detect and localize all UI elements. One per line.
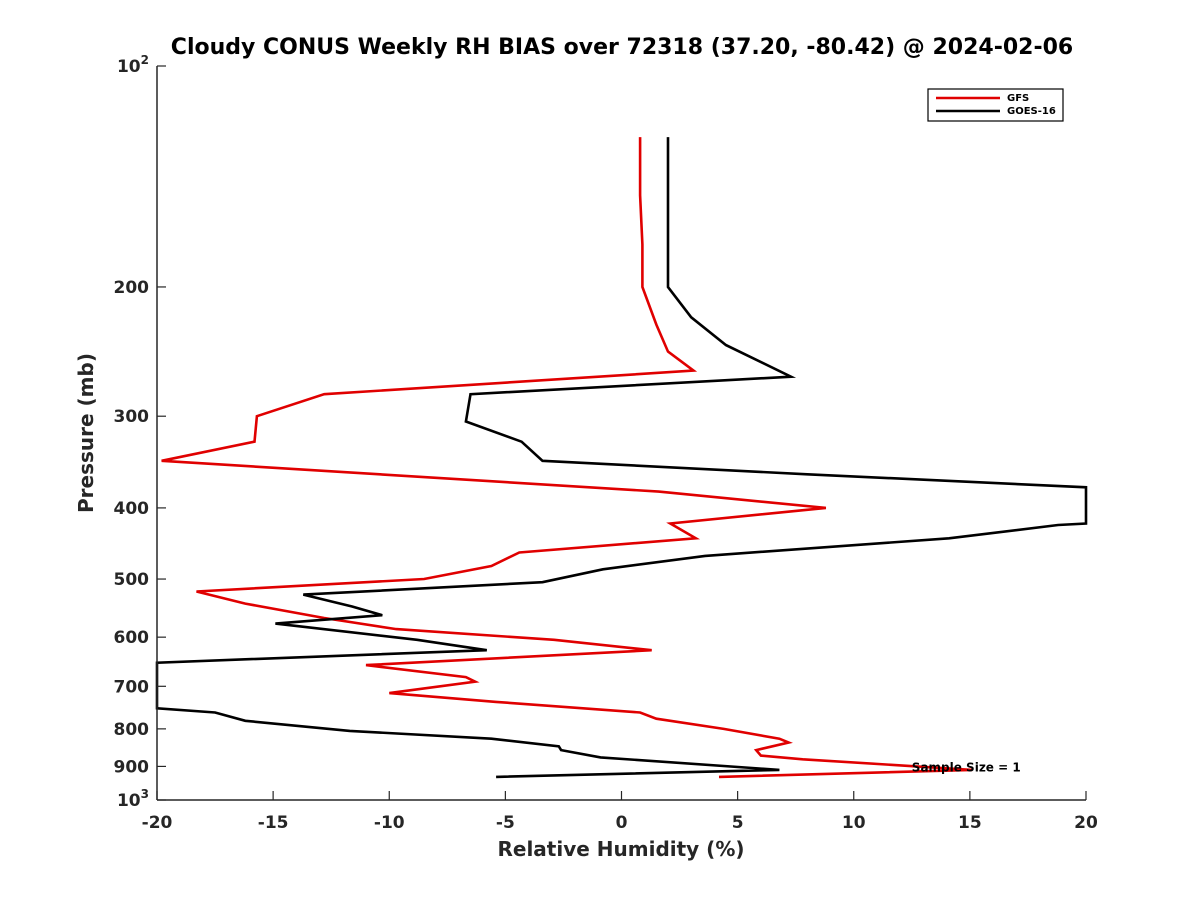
x-tick-label: -10 [374, 813, 405, 833]
y-tick-label: 900 [114, 757, 150, 777]
y-tick-label: 400 [114, 499, 150, 519]
legend-label-gfs: GFS [1007, 93, 1029, 104]
plot-area: Sample Size = 1 -20 -15 -10 -5 0 5 10 15 20 102 20… [114, 53, 1098, 833]
y-tick-label: 200 [114, 278, 150, 298]
x-tick-label: 0 [616, 813, 628, 833]
sample-size-annotation: Sample Size = 1 [912, 760, 1021, 774]
x-tick-label: 5 [732, 813, 744, 833]
x-tick-label: -15 [258, 813, 289, 833]
y-axis-label: Pressure (mb) [74, 353, 98, 513]
legend-label-goes16: GOES-16 [1007, 106, 1056, 117]
chart-title: Cloudy CONUS Weekly RH BIAS over 72318 (… [171, 35, 1073, 60]
series-line-goes-16 [155, 137, 1088, 779]
series-line-gfs [161, 137, 973, 779]
legend-box [927, 88, 1064, 122]
series-layer [155, 137, 1088, 779]
legend: GFS GOES-16 [927, 88, 1064, 122]
x-tick-label: 10 [842, 813, 866, 833]
annotation-layer: Sample Size = 1 [912, 760, 1021, 774]
y-tick-label: 300 [114, 407, 150, 427]
x-tick-label: -5 [496, 813, 515, 833]
y-tick-label: 700 [114, 677, 150, 697]
y-tick-label: 500 [114, 570, 150, 590]
x-tick-label: 15 [958, 813, 982, 833]
y-tick-label: 102 [117, 53, 149, 77]
axes: -20 -15 -10 -5 0 5 10 15 20 102 200 300 400 500 600 700… [114, 53, 1098, 833]
x-tick-label: 20 [1074, 813, 1098, 833]
y-tick-label: 600 [114, 628, 150, 648]
y-tick-label: 103 [117, 787, 149, 811]
x-axis-label: Relative Humidity (%) [497, 837, 744, 861]
x-tick-label: -20 [142, 813, 173, 833]
y-tick-label: 800 [114, 720, 150, 740]
